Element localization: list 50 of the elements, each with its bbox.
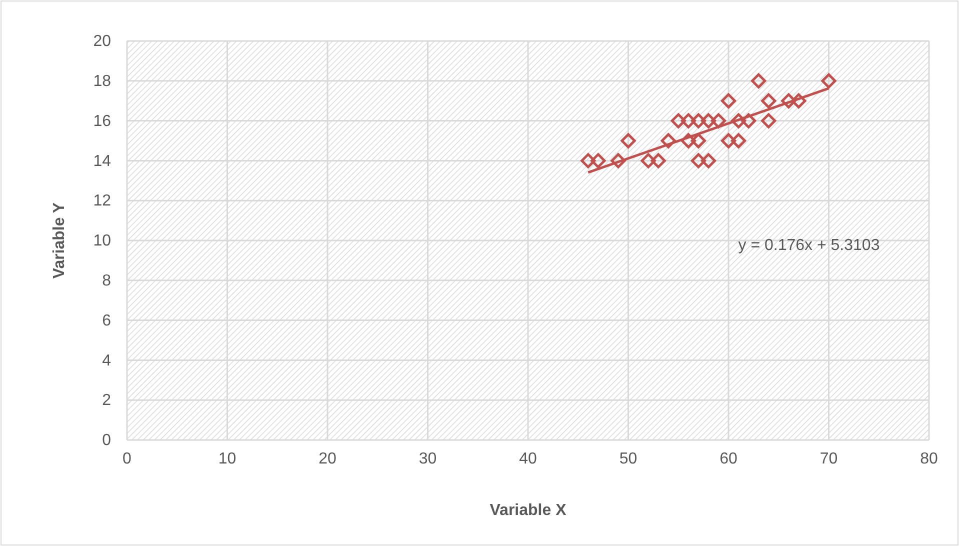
point bbox=[620, 133, 636, 148]
point bbox=[640, 153, 656, 168]
x-tick-label: 20 bbox=[318, 450, 336, 468]
y-tick-label: 12 bbox=[93, 192, 112, 210]
point bbox=[700, 113, 716, 128]
point bbox=[580, 153, 596, 168]
point bbox=[781, 93, 796, 108]
x-tick-label: 60 bbox=[720, 450, 738, 468]
y-tick-label: 0 bbox=[102, 432, 112, 450]
point bbox=[670, 113, 686, 128]
y-tick-label: 6 bbox=[102, 312, 112, 330]
point bbox=[730, 133, 746, 148]
point bbox=[791, 93, 806, 108]
x-tick-label: 10 bbox=[218, 450, 236, 468]
point bbox=[710, 113, 726, 128]
x-tick-label: 40 bbox=[519, 450, 537, 468]
point bbox=[590, 153, 606, 168]
point bbox=[660, 133, 676, 148]
point bbox=[761, 113, 776, 128]
point bbox=[751, 73, 766, 88]
point bbox=[821, 73, 836, 88]
point bbox=[690, 133, 706, 148]
point bbox=[740, 113, 756, 128]
x-axis-title: Variable X bbox=[490, 502, 567, 519]
point bbox=[610, 153, 626, 168]
x-tick-label: 80 bbox=[920, 450, 938, 468]
y-tick-label: 10 bbox=[93, 232, 112, 250]
y-tick-label: 18 bbox=[93, 73, 112, 90]
x-tick-label: 50 bbox=[619, 450, 638, 468]
y-tick-label: 2 bbox=[102, 392, 112, 410]
point bbox=[680, 113, 696, 128]
x-tick-label: 30 bbox=[418, 450, 437, 468]
point bbox=[700, 153, 716, 168]
y-tick-label: 14 bbox=[93, 152, 112, 170]
point bbox=[761, 93, 776, 108]
point bbox=[650, 153, 666, 168]
point bbox=[690, 153, 706, 168]
y-tick-label: 16 bbox=[93, 112, 112, 130]
annotation: y = 0.176x + 5.3103 bbox=[738, 237, 880, 254]
point bbox=[690, 113, 706, 128]
point bbox=[720, 93, 736, 108]
y-tick-label: 20 bbox=[93, 33, 112, 50]
y-axis-title: Variable Y bbox=[51, 202, 68, 279]
x-tick-label: 0 bbox=[122, 450, 132, 468]
y-tick-label: 8 bbox=[102, 272, 112, 290]
y-tick-label: 4 bbox=[102, 352, 112, 370]
point bbox=[680, 133, 696, 148]
x-tick-label: 70 bbox=[820, 450, 838, 468]
point bbox=[730, 113, 746, 128]
point bbox=[720, 133, 736, 148]
